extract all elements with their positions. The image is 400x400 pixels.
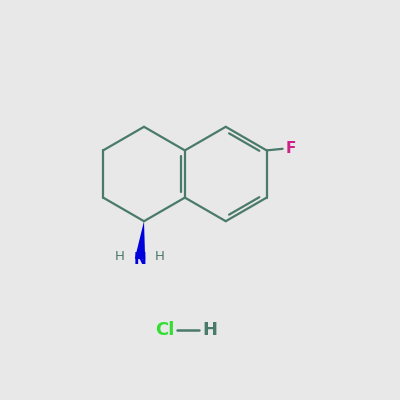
Text: H: H [115,250,125,262]
Text: H: H [155,250,165,262]
Text: N: N [134,252,146,267]
Text: Cl: Cl [155,321,174,339]
Polygon shape [135,221,145,260]
Text: H: H [202,321,217,339]
Text: F: F [286,141,296,156]
